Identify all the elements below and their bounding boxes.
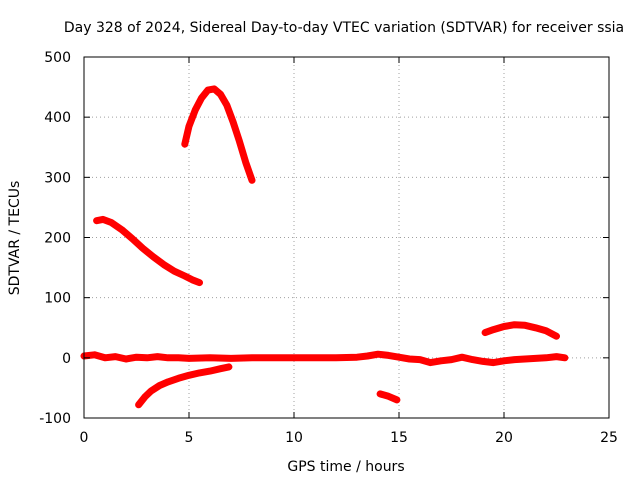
x-tick-label: 20 bbox=[495, 430, 513, 446]
series-arc-peak bbox=[181, 85, 256, 184]
y-tick-label: 0 bbox=[62, 351, 71, 367]
x-tick-label: 0 bbox=[80, 430, 89, 446]
x-tick-label: 5 bbox=[185, 430, 194, 446]
axis-ticks: 0 5 10 15 20 25 -100 0 100 200 300 400 500 bbox=[39, 50, 618, 446]
plot-frame bbox=[83, 56, 610, 419]
x-tick-label: 25 bbox=[600, 430, 618, 446]
y-axis-label: SDTVAR / TECUs bbox=[7, 181, 23, 296]
series-arc-negative bbox=[135, 363, 233, 409]
x-tick-label: 15 bbox=[390, 430, 408, 446]
y-tick-label: 500 bbox=[44, 50, 71, 66]
grid bbox=[84, 57, 609, 418]
series-arc-short-negative bbox=[376, 390, 401, 404]
y-tick-label: 100 bbox=[44, 291, 71, 307]
y-tick-label: 300 bbox=[44, 170, 71, 186]
series-arc-descending bbox=[93, 215, 203, 287]
x-tick-label: 10 bbox=[285, 430, 303, 446]
y-tick-label: -100 bbox=[39, 411, 71, 427]
x-axis-label: GPS time / hours bbox=[287, 459, 404, 475]
y-tick-label: 400 bbox=[44, 110, 71, 126]
y-tick-label: 200 bbox=[44, 231, 71, 247]
chart-title: Day 328 of 2024, Sidereal Day-to-day VTE… bbox=[64, 20, 624, 36]
series-group bbox=[80, 85, 569, 409]
series-arc-late bbox=[481, 321, 560, 340]
series-arc-main-zero bbox=[80, 350, 569, 367]
